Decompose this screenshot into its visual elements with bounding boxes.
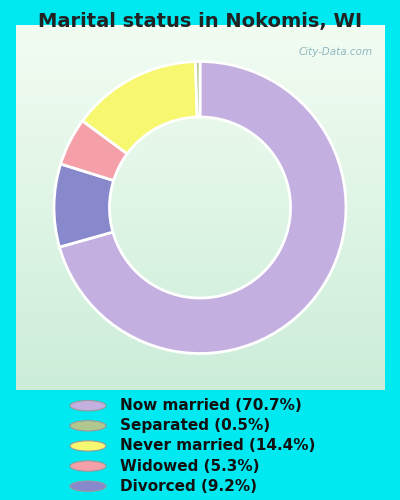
Wedge shape	[82, 62, 197, 154]
Circle shape	[70, 461, 106, 471]
Wedge shape	[54, 164, 114, 247]
Text: Widowed (5.3%): Widowed (5.3%)	[120, 458, 260, 473]
Wedge shape	[196, 62, 200, 117]
Text: Now married (70.7%): Now married (70.7%)	[120, 398, 302, 413]
Circle shape	[70, 441, 106, 451]
Wedge shape	[61, 121, 127, 180]
Text: Never married (14.4%): Never married (14.4%)	[120, 438, 315, 454]
Text: Divorced (9.2%): Divorced (9.2%)	[120, 478, 257, 494]
Wedge shape	[60, 62, 346, 354]
Text: City-Data.com: City-Data.com	[299, 47, 373, 57]
Circle shape	[70, 420, 106, 431]
Text: Marital status in Nokomis, WI: Marital status in Nokomis, WI	[38, 12, 362, 32]
Circle shape	[70, 481, 106, 492]
Circle shape	[70, 400, 106, 411]
Text: Separated (0.5%): Separated (0.5%)	[120, 418, 270, 434]
